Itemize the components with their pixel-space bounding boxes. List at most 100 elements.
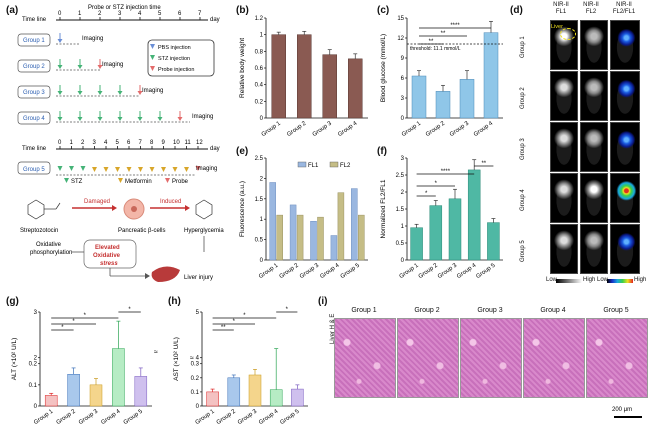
injection-arrow-icon xyxy=(97,91,103,95)
y-axis-label: AST (×10² U/L) xyxy=(173,337,180,381)
histology-image xyxy=(523,318,585,398)
sig-mark: * xyxy=(61,325,64,331)
x-tick-label: Group 4 xyxy=(100,408,122,426)
streptozotocin-structure-icon xyxy=(27,199,61,220)
y-tick-label: 1 xyxy=(260,217,264,223)
legend-swatch xyxy=(297,161,307,168)
group-label-2: Group 2 xyxy=(23,64,45,70)
panel-label-g: (g) xyxy=(6,296,19,307)
bar xyxy=(289,204,297,261)
panel-label-h: (h) xyxy=(168,296,181,307)
injection-arrow-icon xyxy=(117,117,123,121)
y-tick-label: 0.8 xyxy=(255,49,264,55)
group5-probe-arrow-icon xyxy=(195,166,201,171)
y-tick-label: 3 xyxy=(401,156,405,162)
group-rows: Group 1 Imaging Group 2 Imaging Group 3 Imagi… xyxy=(17,33,213,125)
group5-arrow-icon xyxy=(161,167,166,172)
histology-image xyxy=(586,318,648,398)
bar xyxy=(134,376,148,407)
bar xyxy=(206,391,219,407)
legend-swatch xyxy=(329,161,339,168)
bottom-tick-label: 6 xyxy=(127,140,131,146)
metformin-legend2-icon xyxy=(118,178,123,183)
group5-arrow-icon xyxy=(69,166,74,171)
group5-arrow-icon xyxy=(149,167,155,172)
col-header-fl2: NIR-II FL2 xyxy=(583,2,599,15)
group5-imaging: Imaging xyxy=(196,166,217,172)
bar xyxy=(322,54,337,119)
bar xyxy=(276,214,283,261)
x-tick-label: Group 4 xyxy=(258,408,280,426)
y-tick-label: 1.2 xyxy=(255,16,264,22)
legend2-stz: STZ xyxy=(71,179,83,185)
hyper-label: Hyperglycemia xyxy=(184,228,224,234)
strep-label: Streptozotocin xyxy=(20,228,58,234)
injection-arrow-icon xyxy=(77,65,83,69)
panel-label-a: (a) xyxy=(6,5,19,16)
bar xyxy=(358,214,365,261)
histology-title: Group 2 xyxy=(414,307,440,314)
group5-arrow-icon xyxy=(103,167,109,172)
sig-mark: * xyxy=(233,319,236,325)
bar xyxy=(348,58,363,119)
legend-probe: Probe injection xyxy=(158,67,194,73)
imaging-label: Imaging xyxy=(82,36,103,42)
liver-injury-label: Liver injury xyxy=(184,275,213,281)
mouse-image xyxy=(610,71,640,121)
chart-b: 0 0.2 0.4 0.6 0.8 1 1.2 Relative body weight Gro… xyxy=(239,16,368,138)
sig-mark: * xyxy=(84,313,87,319)
top-tick-label: 7 xyxy=(198,11,202,17)
y-tick-label: 4 xyxy=(196,356,200,362)
y-tick-label: 6 xyxy=(401,76,405,82)
y-tick-label: 0 xyxy=(401,258,405,264)
bar xyxy=(410,227,423,261)
bottom-tick-label: 0 xyxy=(58,140,62,146)
x-tick-label: Group 4 xyxy=(473,120,495,138)
panel-label-e: (e) xyxy=(236,146,249,157)
x-tick-label: Group 4 xyxy=(319,262,341,280)
bar xyxy=(296,214,304,261)
color-scale-bar xyxy=(607,279,633,283)
bottom-tick-label: 7 xyxy=(139,140,143,146)
group-label-3: Group 3 xyxy=(23,90,45,96)
col-header-fl1: NIR-II FL1 xyxy=(553,2,569,15)
legend-stz: STZ injection xyxy=(158,56,190,62)
group-label-4: Group 4 xyxy=(23,116,45,122)
x-tick-label: Group 1 xyxy=(261,120,283,138)
x-tick-label: Group 1 xyxy=(33,408,55,426)
imaging-row-label: Group 3 xyxy=(520,138,526,160)
legend-pbs: PBS injection xyxy=(158,45,191,51)
timeline-label: Time line xyxy=(22,17,47,23)
top-tick-label: 1 xyxy=(78,11,82,17)
injection-arrow-icon xyxy=(157,117,163,121)
x-tick-label: Group 2 xyxy=(425,120,447,138)
sig-mark: * xyxy=(425,191,428,197)
imaging-label: Imaging xyxy=(192,114,213,120)
liver-roi-label: Liver xyxy=(551,24,563,30)
x-tick-label: Group 3 xyxy=(437,262,459,280)
x-tick-label: Group 1 xyxy=(399,262,421,280)
gray-scale-bar xyxy=(556,279,582,283)
y-tick-label: 0 xyxy=(34,404,38,410)
y-tick-label: 0.2 xyxy=(255,99,264,105)
x-tick-label: Group 4 xyxy=(456,262,478,280)
bar xyxy=(317,216,324,261)
day-label: day xyxy=(210,17,220,23)
bottom-tick-label: 1 xyxy=(70,140,74,146)
y-tick-label: 2.5 xyxy=(255,156,264,162)
bar xyxy=(435,91,451,119)
bar xyxy=(291,388,304,407)
y-tick-label: 0.3 xyxy=(191,362,200,368)
histology-title: Group 3 xyxy=(477,307,503,314)
y-tick-label: 15 xyxy=(397,16,404,22)
sig-mark: ** xyxy=(221,325,226,331)
mouse-image xyxy=(580,71,608,121)
group5-arrow-icon xyxy=(172,167,178,172)
x-tick-label: Group 1 xyxy=(258,262,280,280)
injection-arrow-icon xyxy=(97,117,103,121)
sig-mark: * xyxy=(128,307,131,313)
bottom-tick-label: 4 xyxy=(104,140,108,146)
axis-break-icon: ≈ xyxy=(190,355,194,362)
